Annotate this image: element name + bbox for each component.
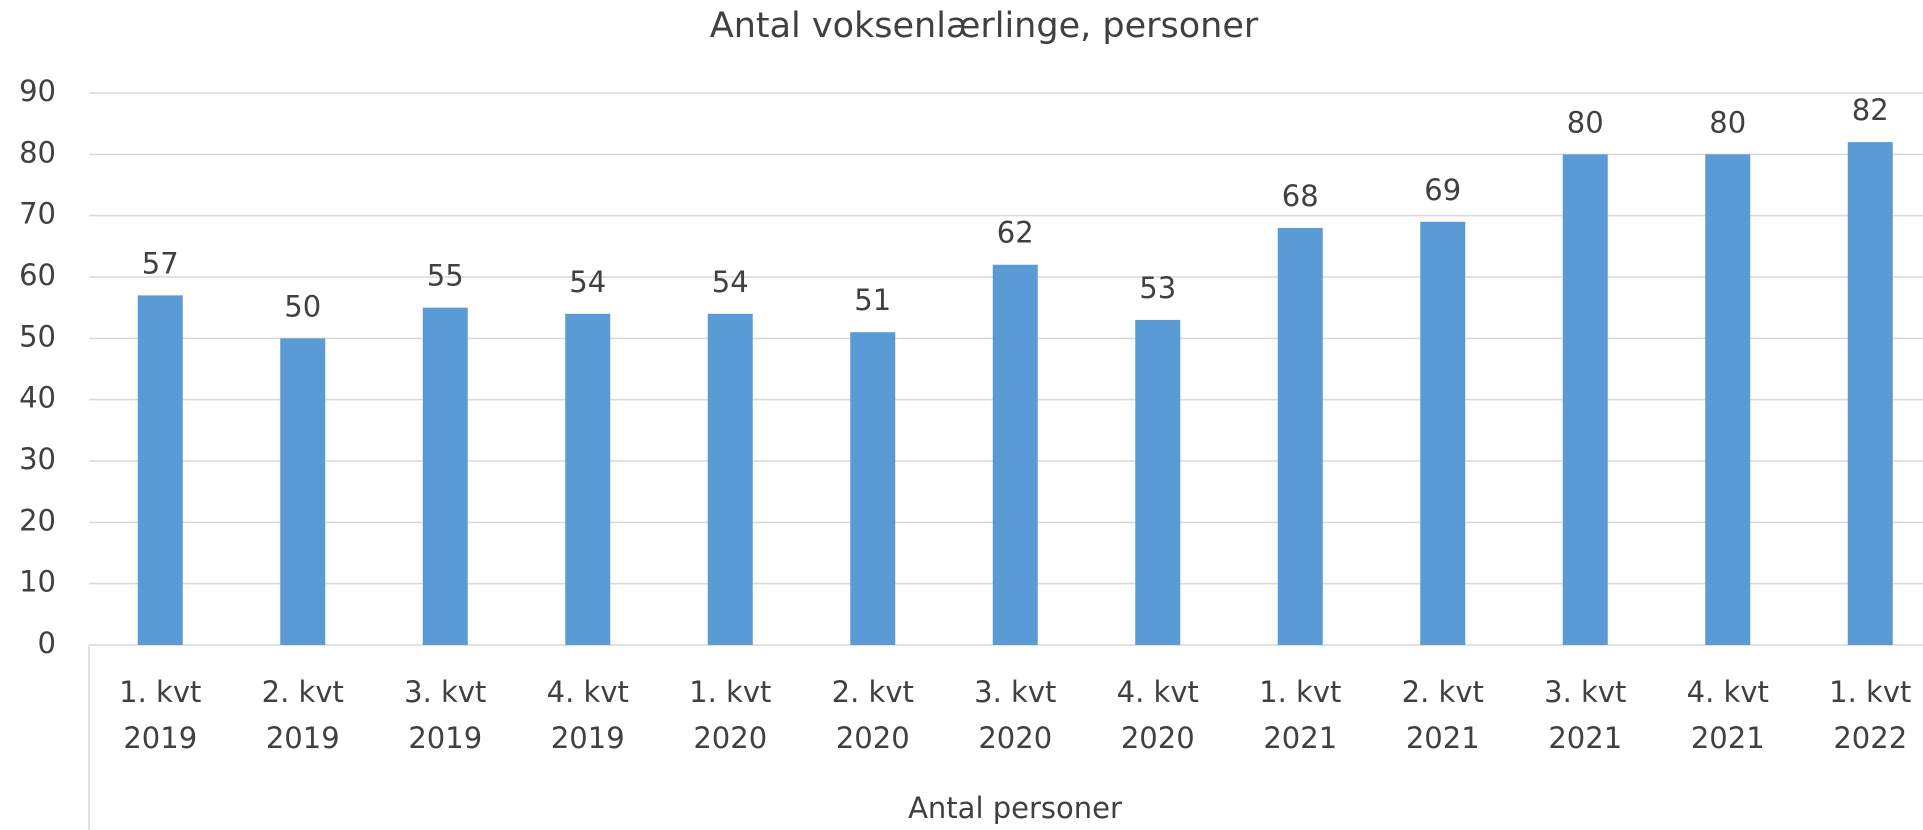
bar xyxy=(707,313,753,645)
x-tick-label: 4. kvt 2021 xyxy=(1687,675,1769,755)
x-tick-label: 4. kvt 2020 xyxy=(1117,675,1199,755)
y-tick-label: 10 xyxy=(19,565,56,599)
data-label: 55 xyxy=(427,259,464,293)
data-label: 50 xyxy=(284,289,321,323)
y-tick-label: 30 xyxy=(19,442,56,476)
x-tick-label: 2. kvt 2019 xyxy=(262,675,344,755)
data-label: 82 xyxy=(1852,93,1889,127)
x-tick-label: 1. kvt 2021 xyxy=(1259,675,1341,755)
y-tick-label: 70 xyxy=(19,197,56,231)
bar xyxy=(1277,227,1323,645)
bar xyxy=(1420,221,1466,646)
x-tick-label: 3. kvt 2020 xyxy=(974,675,1056,755)
x-axis-label: Antal personer xyxy=(908,791,1122,825)
y-tick-label: 40 xyxy=(19,381,56,415)
x-tick-label: 1. kvt 2020 xyxy=(689,675,771,755)
data-label: 51 xyxy=(854,283,891,317)
data-label: 57 xyxy=(142,246,179,280)
data-label: 80 xyxy=(1709,105,1746,139)
y-tick-label: 0 xyxy=(38,626,56,660)
y-tick-label: 80 xyxy=(19,135,56,169)
y-tick-label: 90 xyxy=(19,74,56,108)
x-tick-label: 1. kvt 2019 xyxy=(119,675,201,755)
bar xyxy=(850,332,896,645)
bar xyxy=(422,307,468,645)
bar xyxy=(1135,319,1181,645)
data-label: 69 xyxy=(1424,173,1461,207)
bar xyxy=(1705,154,1751,646)
y-tick-label: 60 xyxy=(19,258,56,292)
bar xyxy=(565,313,611,645)
x-tick-label: 1. kvt 2022 xyxy=(1829,675,1911,755)
x-tick-label: 3. kvt 2019 xyxy=(404,675,486,755)
chart-title: Antal voksenlærlinge, personer xyxy=(710,6,1259,46)
bar xyxy=(1562,154,1608,646)
data-label: 54 xyxy=(712,265,749,299)
data-label: 54 xyxy=(569,265,606,299)
x-tick-label: 3. kvt 2021 xyxy=(1544,675,1626,755)
bar xyxy=(992,264,1038,645)
data-label: 62 xyxy=(997,216,1034,250)
y-tick-label: 50 xyxy=(19,319,56,353)
bar xyxy=(1847,142,1893,646)
x-tick-label: 2. kvt 2021 xyxy=(1402,675,1484,755)
data-label: 68 xyxy=(1282,179,1319,213)
bar xyxy=(137,295,183,645)
bar xyxy=(280,338,326,645)
x-tick-label: 4. kvt 2019 xyxy=(547,675,629,755)
y-tick-label: 20 xyxy=(19,503,56,537)
x-tick-label: 2. kvt 2020 xyxy=(832,675,914,755)
data-label: 80 xyxy=(1567,105,1604,139)
data-label: 53 xyxy=(1139,271,1176,305)
